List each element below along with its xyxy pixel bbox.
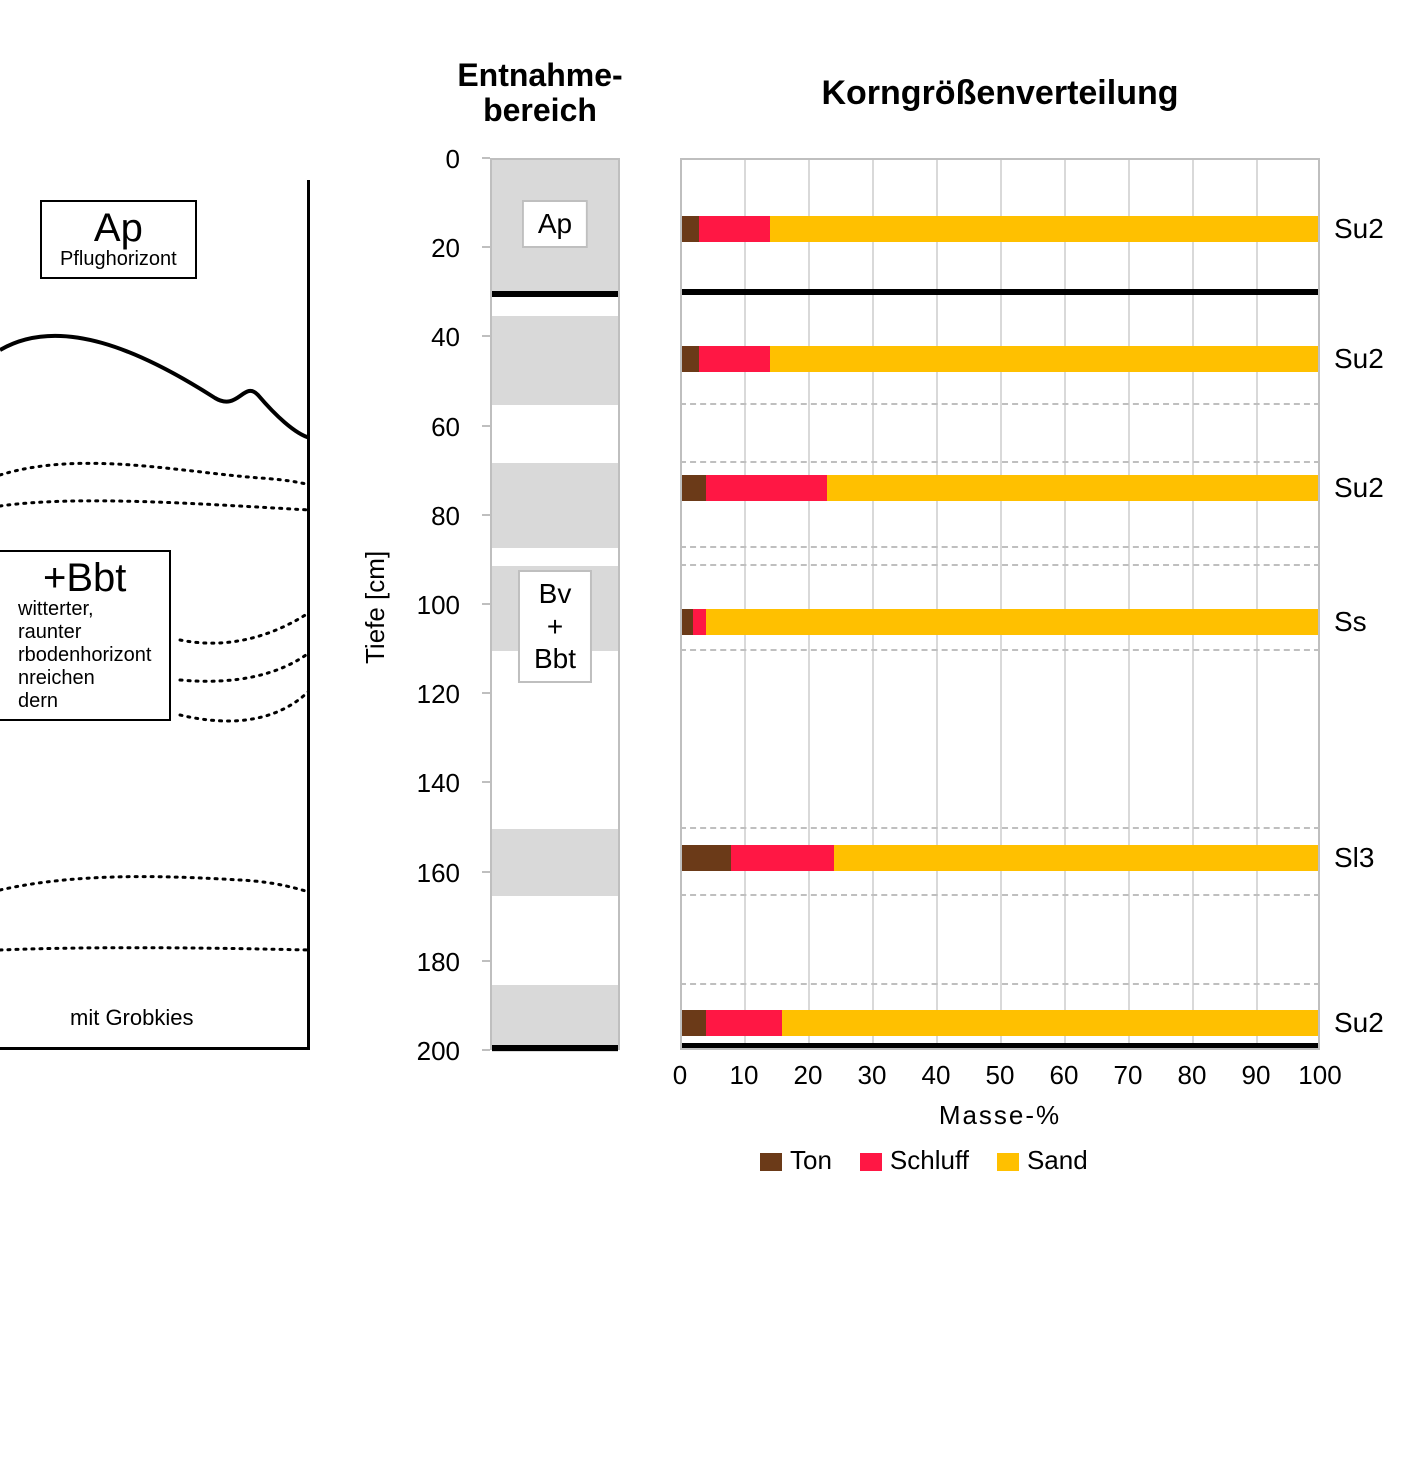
header-entnahme: Entnahme-bereich [420,58,660,128]
bar-label: Su2 [1334,213,1384,245]
bbt-label-big: +Bbt [18,558,151,598]
x-tick: 30 [847,1060,897,1091]
entnahme-column: Ap Bv+Bbt [490,158,620,1050]
y-tick: 80 [390,501,460,532]
y-tick: 60 [390,412,460,443]
x-tick: 100 [1295,1060,1345,1091]
sample-band [492,316,618,405]
horizon-boundary [492,291,618,297]
bar-label: Ss [1334,606,1367,638]
x-tick: 20 [783,1060,833,1091]
x-axis-label: Masse-% [680,1100,1320,1131]
grobkies-text: mit Grobkies [70,1005,193,1031]
x-tick: 90 [1231,1060,1281,1091]
x-tick: 40 [911,1060,961,1091]
legend-item: Ton [760,1145,832,1176]
x-tick: 70 [1103,1060,1153,1091]
x-tick: 10 [719,1060,769,1091]
x-tick: 0 [655,1060,705,1091]
y-tick: 180 [390,947,460,978]
y-axis-label: Tiefe [cm] [360,551,391,664]
legend-item: Sand [997,1145,1088,1176]
legend-item: Schluff [860,1145,969,1176]
entnahme-bvbbt-box: Bv+Bbt [518,570,592,683]
ap-label-sub: Pflughorizont [60,248,177,271]
y-tick: 120 [390,679,460,710]
bbt-label-box: +Bbt witterter,raunterrbodenhorizontnrei… [0,550,171,721]
y-tick: 0 [390,144,460,175]
y-tick: 200 [390,1036,460,1067]
y-tick: 160 [390,858,460,889]
bar-label: Su2 [1334,343,1384,375]
ap-label-box: Ap Pflughorizont [40,200,197,279]
figure-canvas: Entnahme-bereich Korngrößenverteilung Ap… [0,0,1412,1473]
x-tick: 50 [975,1060,1025,1091]
bar-label: Sl3 [1334,842,1374,874]
legend: Ton Schluff Sand [760,1145,1088,1176]
soil-profile-fragment: Ap Pflughorizont +Bbt witterter,raunterr… [0,180,310,1050]
ap-label-big: Ap [60,208,177,248]
gap-band [492,548,618,566]
bar-label: Su2 [1334,472,1384,504]
entnahme-ap-box: Ap [522,200,588,248]
gap-band [492,405,618,463]
header-korn: Korngrößenverteilung [680,74,1320,113]
horizon-boundary [492,1045,618,1051]
y-tick: 40 [390,322,460,353]
gap-band [492,896,618,985]
x-tick: 80 [1167,1060,1217,1091]
y-tick: 140 [390,768,460,799]
sample-band [492,985,618,1052]
y-tick: 100 [390,590,460,621]
sample-band [492,829,618,896]
y-tick: 20 [390,233,460,264]
bar-label: Su2 [1334,1007,1384,1039]
sample-band [492,463,618,548]
bbt-label-subs: witterter,raunterrbodenhorizontnreichend… [18,598,151,713]
x-tick: 60 [1039,1060,1089,1091]
grain-size-chart [680,158,1320,1050]
chart-border [680,158,1320,1050]
